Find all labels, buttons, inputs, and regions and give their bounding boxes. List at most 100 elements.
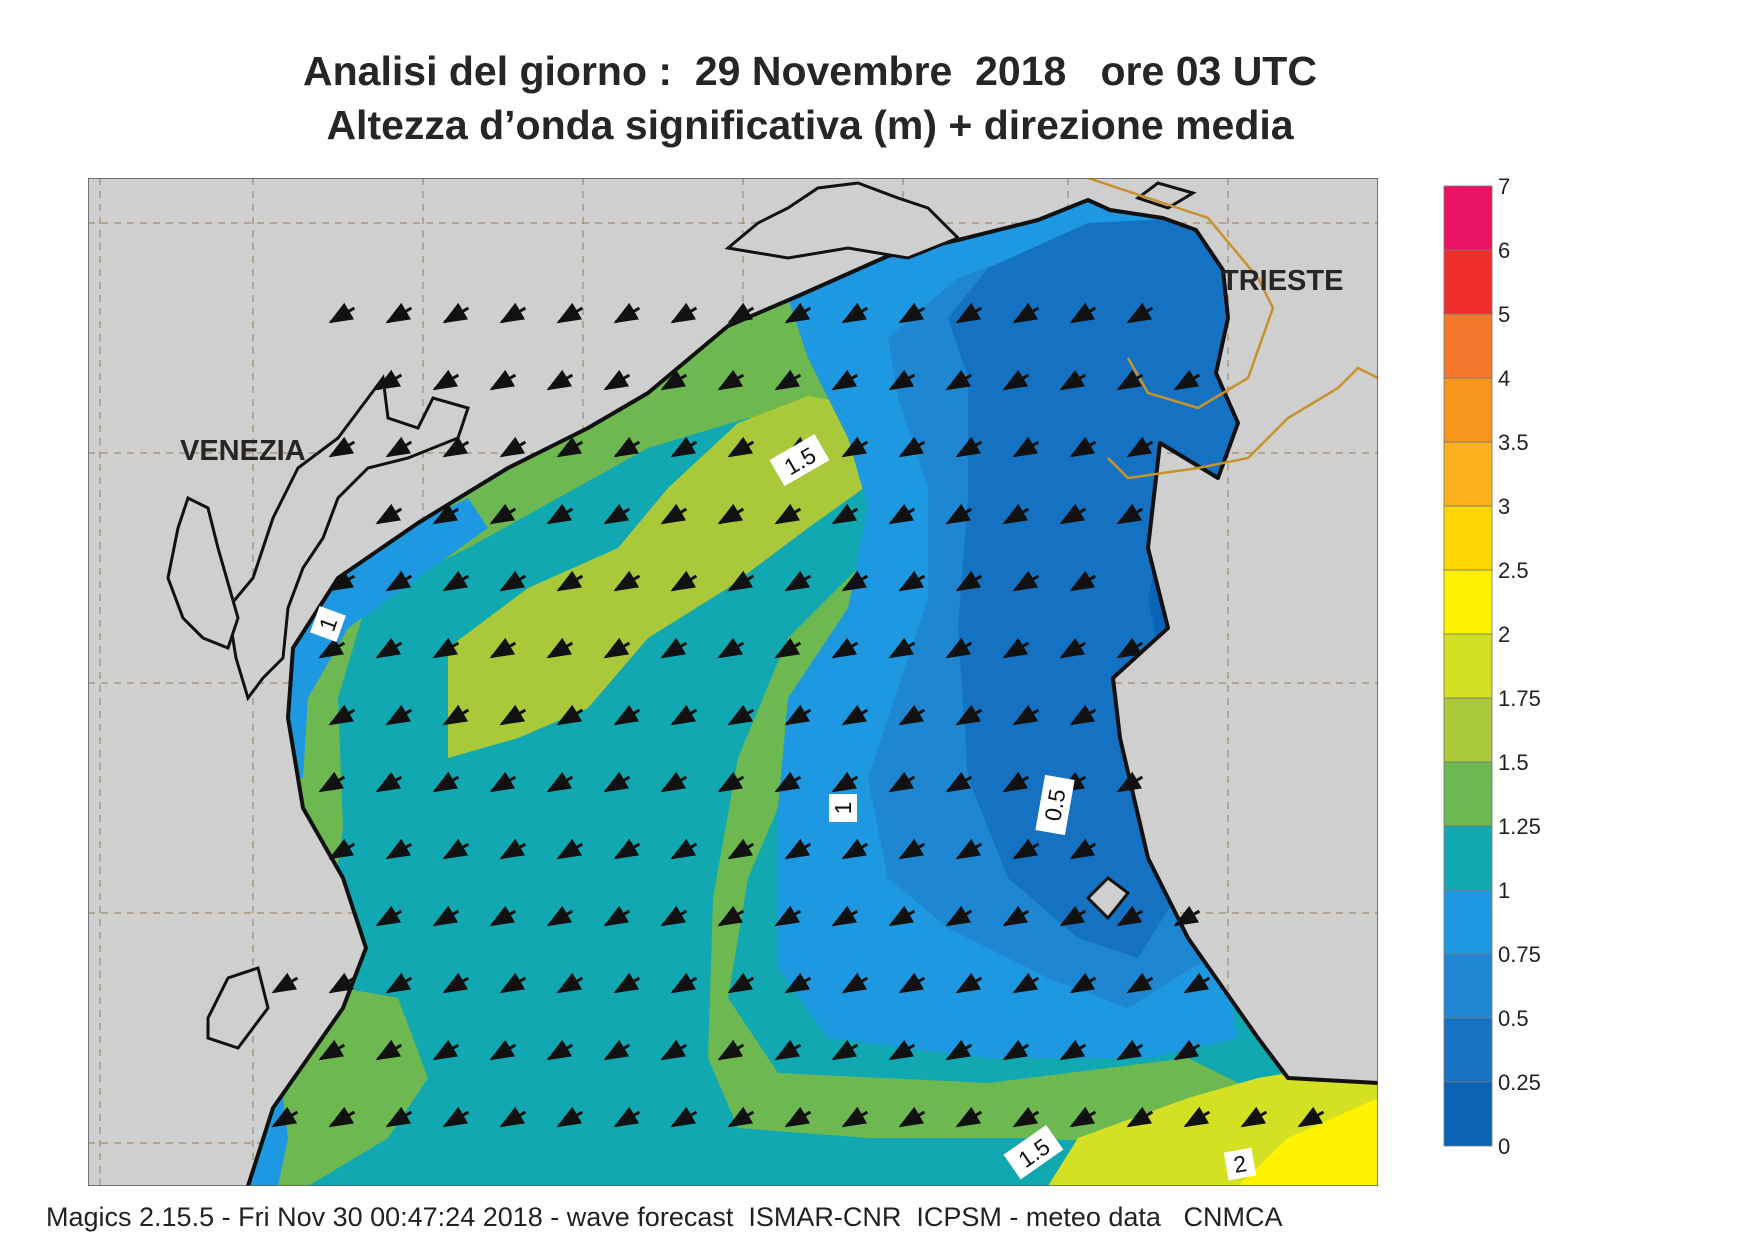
direction-arrow — [613, 570, 641, 592]
direction-arrow — [717, 637, 745, 659]
wave-direction-arrows — [271, 302, 1325, 1128]
direction-arrow — [489, 771, 517, 793]
direction-arrow — [727, 1106, 755, 1128]
legend-level-label: 1.25 — [1498, 814, 1541, 839]
direction-arrow — [613, 1106, 641, 1128]
direction-arrow — [556, 570, 584, 592]
direction-arrow — [888, 637, 916, 659]
direction-arrow — [385, 1106, 413, 1128]
direction-arrow — [385, 302, 413, 324]
legend-level-label: 0.5 — [1498, 1006, 1529, 1031]
direction-arrow — [613, 972, 641, 994]
direction-arrow — [271, 972, 299, 994]
direction-arrow — [1059, 905, 1087, 927]
direction-arrow — [442, 570, 470, 592]
direction-arrow — [1126, 1106, 1154, 1128]
direction-arrow — [556, 436, 584, 458]
direction-arrow — [1069, 1106, 1097, 1128]
legend-swatch — [1443, 761, 1493, 827]
direction-arrow — [774, 771, 802, 793]
direction-arrow — [489, 503, 517, 525]
legend-swatch — [1443, 185, 1493, 251]
direction-arrow — [1069, 838, 1097, 860]
direction-arrow — [774, 503, 802, 525]
direction-arrow — [499, 570, 527, 592]
direction-arrow — [1012, 838, 1040, 860]
direction-arrow — [432, 771, 460, 793]
lagoon-islands — [166, 181, 1197, 1050]
direction-arrow — [1116, 369, 1144, 391]
direction-arrow — [841, 302, 869, 324]
direction-arrow — [898, 436, 926, 458]
legend-level-label: 3.5 — [1498, 430, 1529, 455]
direction-arrow — [1069, 972, 1097, 994]
direction-arrow — [831, 503, 859, 525]
direction-arrow — [442, 1106, 470, 1128]
direction-arrow — [328, 704, 356, 726]
direction-arrow — [717, 369, 745, 391]
direction-arrow — [1059, 503, 1087, 525]
legend-swatch — [1443, 1081, 1493, 1147]
direction-arrow — [1002, 369, 1030, 391]
direction-arrow — [1059, 637, 1087, 659]
direction-arrow — [385, 704, 413, 726]
direction-arrow — [717, 771, 745, 793]
direction-arrow — [603, 503, 631, 525]
direction-arrow — [1012, 1106, 1040, 1128]
direction-arrow — [1069, 570, 1097, 592]
direction-arrow — [955, 436, 983, 458]
direction-arrow — [613, 704, 641, 726]
direction-arrow — [1012, 704, 1040, 726]
direction-arrow — [660, 637, 688, 659]
wave-height-map: VENEZIA TRIESTE 1.5 1 1 0.5 1.5 2 — [88, 178, 1378, 1186]
direction-arrow — [318, 1039, 346, 1061]
direction-arrow — [385, 972, 413, 994]
direction-arrow — [1059, 369, 1087, 391]
legend-level-label: 0 — [1498, 1134, 1510, 1158]
direction-arrow — [432, 905, 460, 927]
direction-arrow — [1002, 905, 1030, 927]
direction-arrow — [784, 972, 812, 994]
direction-arrow — [442, 838, 470, 860]
direction-arrow — [1012, 302, 1040, 324]
legend-level-label: 1.75 — [1498, 686, 1541, 711]
contour-label-box — [1003, 1124, 1064, 1180]
direction-arrow — [1059, 1039, 1087, 1061]
direction-arrow — [727, 302, 755, 324]
direction-arrow — [888, 1039, 916, 1061]
direction-arrow — [955, 972, 983, 994]
legend-swatch — [1443, 825, 1493, 891]
direction-arrow — [1297, 1106, 1325, 1128]
direction-arrow — [1069, 704, 1097, 726]
direction-arrow — [955, 704, 983, 726]
direction-arrow — [489, 637, 517, 659]
direction-arrow — [670, 704, 698, 726]
direction-arrow — [1126, 436, 1154, 458]
direction-arrow — [831, 771, 859, 793]
direction-arrow — [1116, 905, 1144, 927]
contour-label-box — [829, 794, 857, 822]
direction-arrow — [328, 436, 356, 458]
direction-arrow — [328, 1106, 356, 1128]
direction-arrow — [546, 771, 574, 793]
direction-arrow — [831, 369, 859, 391]
legend-swatch — [1443, 697, 1493, 763]
direction-arrow — [727, 570, 755, 592]
direction-arrow — [660, 905, 688, 927]
direction-arrow — [717, 905, 745, 927]
direction-arrow — [375, 369, 403, 391]
direction-arrow — [1240, 1106, 1268, 1128]
direction-arrow — [1183, 1106, 1211, 1128]
direction-arrow — [603, 905, 631, 927]
direction-arrow — [499, 1106, 527, 1128]
state-border — [1087, 178, 1378, 480]
direction-arrow — [888, 905, 916, 927]
direction-arrow — [432, 637, 460, 659]
direction-arrow — [660, 503, 688, 525]
direction-arrow — [432, 503, 460, 525]
direction-arrow — [670, 302, 698, 324]
direction-arrow — [774, 1039, 802, 1061]
direction-arrow — [1116, 771, 1144, 793]
direction-arrow — [328, 570, 356, 592]
legend-swatch — [1443, 569, 1493, 635]
